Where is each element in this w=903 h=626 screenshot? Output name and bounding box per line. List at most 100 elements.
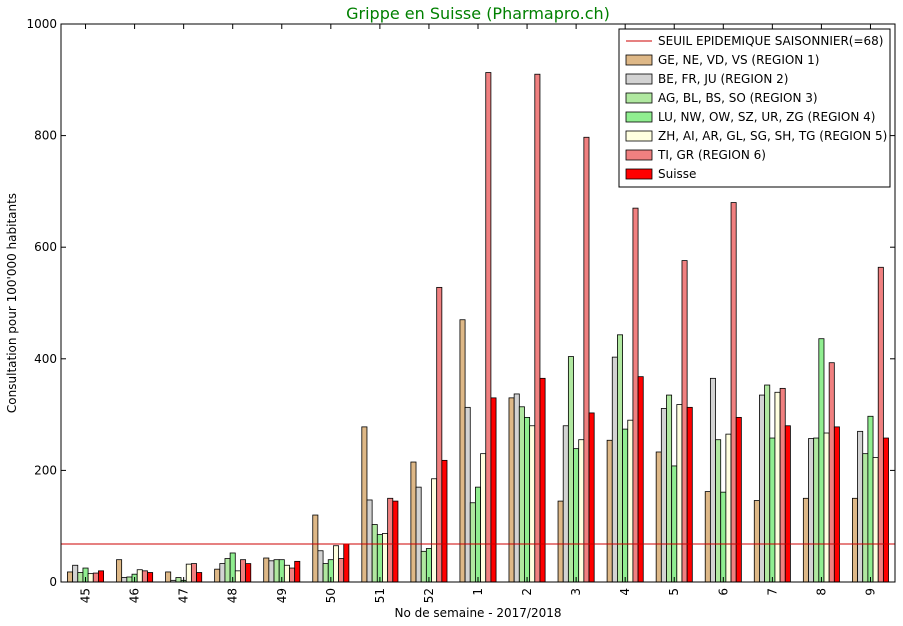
x-tick-label: 3 <box>569 588 583 596</box>
legend-label: GE, NE, VD, VS (REGION 1) <box>658 53 819 67</box>
bar <box>562 425 569 583</box>
bar <box>185 563 192 583</box>
bar <box>671 465 678 583</box>
bar <box>415 486 422 583</box>
bar <box>813 437 820 583</box>
bar <box>322 563 329 583</box>
bar <box>361 426 368 583</box>
bar <box>338 558 345 583</box>
bar <box>392 500 399 583</box>
x-tick-label: 4 <box>618 588 632 596</box>
bar <box>77 572 84 583</box>
bar <box>382 533 389 583</box>
y-axis-label: Consultation pour 100'000 habitants <box>5 193 19 413</box>
bar <box>92 572 99 583</box>
bar <box>126 576 133 583</box>
bar <box>769 437 776 583</box>
x-tick-label: 8 <box>814 588 828 596</box>
bar <box>709 377 716 583</box>
bar <box>655 451 662 583</box>
bar <box>730 202 737 583</box>
bar <box>490 397 497 583</box>
x-tick-label: 1 <box>471 588 485 596</box>
bar <box>611 356 618 583</box>
x-tick-label: 48 <box>226 588 240 603</box>
bar <box>681 260 688 583</box>
bar <box>774 391 781 583</box>
legend-swatch <box>625 130 653 142</box>
bar <box>676 404 683 583</box>
bar <box>234 570 241 583</box>
bar <box>828 362 835 583</box>
bar <box>165 571 172 583</box>
legend-swatch <box>625 54 653 66</box>
bar <box>283 564 290 583</box>
bar <box>175 577 182 583</box>
y-tick-label: 400 <box>34 352 57 366</box>
y-tick-label: 800 <box>34 129 57 143</box>
bar <box>606 439 613 583</box>
bar <box>508 397 515 583</box>
bar <box>872 457 879 583</box>
bar <box>121 577 128 583</box>
bar <box>425 548 432 583</box>
legend-label: TI, GR (REGION 6) <box>657 148 766 162</box>
bar <box>753 500 760 583</box>
bar <box>725 433 732 583</box>
bar <box>882 437 889 583</box>
bar <box>87 573 94 583</box>
bar <box>735 416 742 583</box>
bar <box>637 376 644 583</box>
y-tick-label: 1000 <box>26 17 57 31</box>
x-tick-label: 52 <box>422 588 436 603</box>
bar <box>410 461 417 583</box>
bar <box>219 563 226 583</box>
bar <box>469 502 476 583</box>
bar <box>240 559 247 583</box>
bar <box>72 564 79 583</box>
bar <box>459 319 466 583</box>
bar <box>818 338 825 583</box>
legend-label: ZH, AI, AR, GL, SG, SH, TG (REGION 5) <box>658 129 887 143</box>
bar <box>534 73 541 583</box>
chart-title: Grippe en Suisse (Pharmapro.ch) <box>346 4 610 23</box>
bar <box>578 439 585 583</box>
bar <box>557 500 564 583</box>
bar <box>823 432 830 583</box>
legend-swatch <box>625 111 653 123</box>
bar <box>759 394 766 583</box>
bar <box>632 207 639 583</box>
bar <box>214 568 221 583</box>
legend-swatch <box>625 149 653 161</box>
bar <box>567 356 574 583</box>
x-tick-label: 47 <box>177 588 191 603</box>
bar <box>268 560 275 583</box>
bar <box>518 406 525 583</box>
bar <box>627 419 634 583</box>
bar <box>263 557 270 583</box>
bar <box>686 406 693 583</box>
bar <box>524 416 531 583</box>
x-tick-label: 51 <box>373 588 387 603</box>
bar <box>513 393 520 583</box>
x-tick-label: 46 <box>128 588 142 603</box>
y-tick-label: 600 <box>34 240 57 254</box>
bar <box>802 497 809 583</box>
bars <box>67 72 889 583</box>
bar <box>420 550 427 583</box>
bar <box>441 459 448 583</box>
legend-swatch <box>625 92 653 104</box>
bar <box>852 497 858 583</box>
legend-label: Suisse <box>658 167 696 181</box>
x-axis-label: No de semaine - 2017/2018 <box>394 606 561 620</box>
bar <box>98 570 105 583</box>
bar <box>617 334 623 583</box>
bar <box>196 572 203 583</box>
bar <box>245 563 252 583</box>
bar <box>583 136 590 583</box>
bar <box>343 543 350 583</box>
bar <box>573 448 580 583</box>
legend: SEUIL EPIDEMIQUE SAISONNIER(=68) GE, NE, … <box>618 28 891 188</box>
bar <box>312 514 319 583</box>
